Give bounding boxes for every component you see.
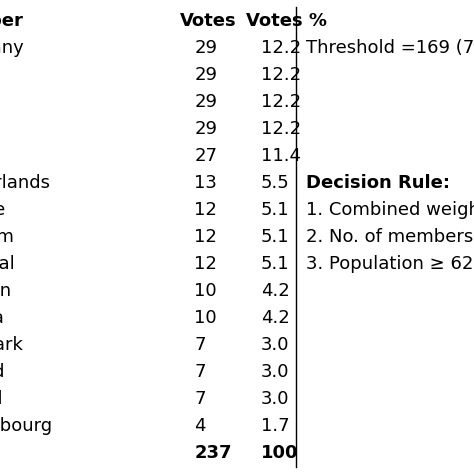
Text: 10: 10 [194,282,217,300]
Text: Finland: Finland [0,363,5,381]
Text: Ireland: Ireland [0,390,3,408]
Text: Threshold =169 (71.: Threshold =169 (71. [306,39,474,57]
Text: 3.0: 3.0 [261,336,289,354]
Text: Votes: Votes [180,12,237,30]
Text: 3.0: 3.0 [261,363,289,381]
Text: Poland: Poland [0,147,1,165]
Text: 29: 29 [194,120,218,138]
Text: 10: 10 [194,309,217,327]
Text: 29: 29 [194,66,218,84]
Text: Votes %: Votes % [246,12,328,30]
Text: Germany: Germany [0,39,24,57]
Text: Sweden: Sweden [0,282,12,300]
Text: 12: 12 [194,255,217,273]
Text: 12.2: 12.2 [261,93,301,111]
Text: 27: 27 [194,147,218,165]
Text: 29: 29 [194,39,218,57]
Text: 1. Combined weight: 1. Combined weight [306,201,474,219]
Text: 7: 7 [194,363,206,381]
Text: 4.2: 4.2 [261,282,290,300]
Text: Decision Rule:: Decision Rule: [306,174,450,192]
Text: 12: 12 [194,201,217,219]
Text: 2. No. of members ≥: 2. No. of members ≥ [306,228,474,246]
Text: 13: 13 [194,174,217,192]
Text: 100: 100 [261,444,298,462]
Text: France: France [0,66,1,84]
Text: Portugal: Portugal [0,255,16,273]
Text: 237: 237 [194,444,232,462]
Text: 5.1: 5.1 [261,201,289,219]
Text: 4: 4 [194,417,206,435]
Text: Member: Member [0,12,24,30]
Text: 3.0: 3.0 [261,390,289,408]
Text: 4.2: 4.2 [261,309,290,327]
Text: Luxembourg: Luxembourg [0,417,53,435]
Text: 12.2: 12.2 [261,39,301,57]
Text: 3. Population ≥ 62%: 3. Population ≥ 62% [306,255,474,273]
Text: 5.1: 5.1 [261,255,289,273]
Text: Greece: Greece [0,201,5,219]
Text: 7: 7 [194,390,206,408]
Text: Belgium: Belgium [0,228,15,246]
Text: 5.5: 5.5 [261,174,290,192]
Text: 7: 7 [194,336,206,354]
Text: Austria: Austria [0,309,5,327]
Text: 29: 29 [194,93,218,111]
Text: 11.4: 11.4 [261,147,301,165]
Text: Netherlands: Netherlands [0,174,51,192]
Text: 5.1: 5.1 [261,228,289,246]
Text: 1.7: 1.7 [261,417,289,435]
Text: 12: 12 [194,228,217,246]
Text: Denmark: Denmark [0,336,24,354]
Text: 12.2: 12.2 [261,66,301,84]
Text: 12.2: 12.2 [261,120,301,138]
